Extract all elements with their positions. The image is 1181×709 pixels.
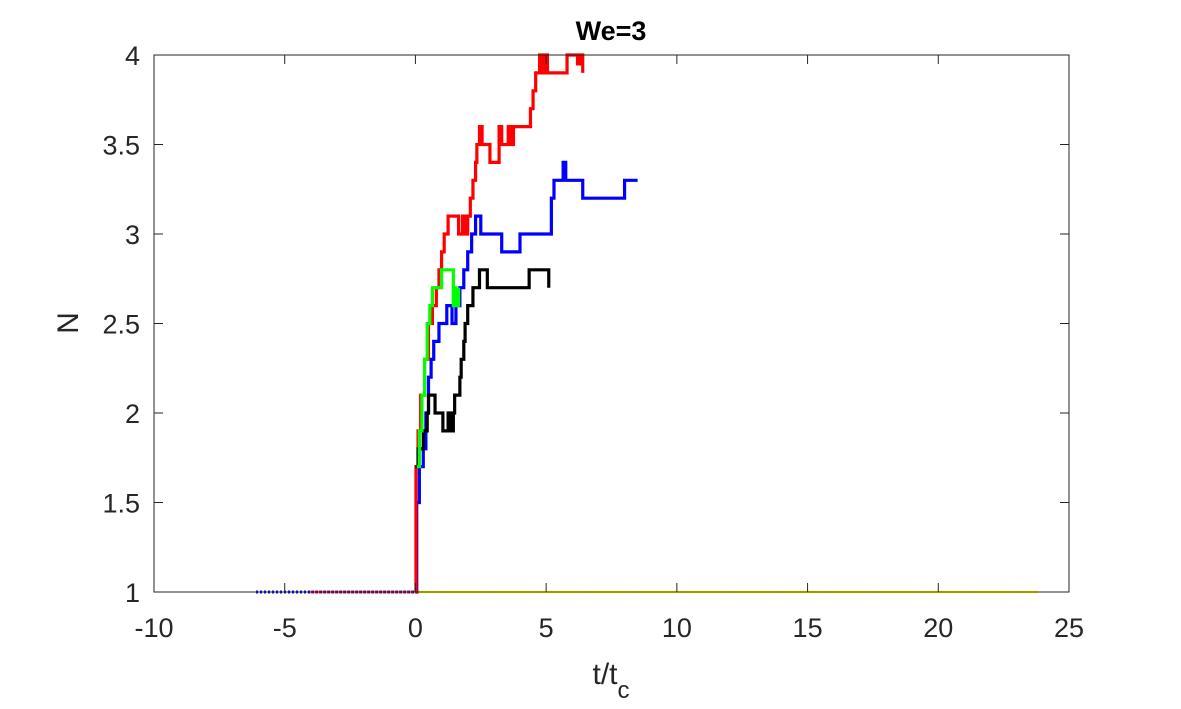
x-tick-label: 5 (539, 613, 554, 643)
series-line (415, 160, 638, 594)
x-tick-label: 0 (408, 613, 423, 643)
x-axis-label-main: t/t (592, 658, 618, 691)
x-tick-label: 20 (923, 613, 953, 643)
y-tick-label: 1.5 (102, 489, 140, 519)
x-axis-label: t/tc (592, 658, 629, 704)
x-axis-label-sub: c (618, 677, 630, 704)
y-axis-label: N (52, 312, 85, 334)
series-line (415, 268, 551, 469)
y-tick-label: 4 (125, 41, 140, 71)
series-line (414, 53, 585, 594)
y-tick-label: 3 (125, 220, 140, 250)
tick-layer: -10 -5 0 5 10 15 20 25 1 1.5 2 2.5 3 3.5 4 (102, 41, 1084, 643)
y-tick-label: 1 (125, 578, 140, 608)
x-tick-label: -5 (273, 613, 297, 643)
x-tick-label: -10 (134, 613, 173, 643)
plot-area (154, 55, 1069, 592)
y-tick-label: 3.5 (102, 131, 140, 161)
x-tick-label: 10 (662, 613, 692, 643)
x-tick-label: 15 (793, 613, 823, 643)
y-tick-label: 2 (125, 399, 140, 429)
chart-title: We=3 (576, 16, 647, 46)
x-tick-label: 25 (1054, 613, 1084, 643)
y-tick-label: 2.5 (102, 310, 140, 340)
series-line (416, 268, 461, 469)
